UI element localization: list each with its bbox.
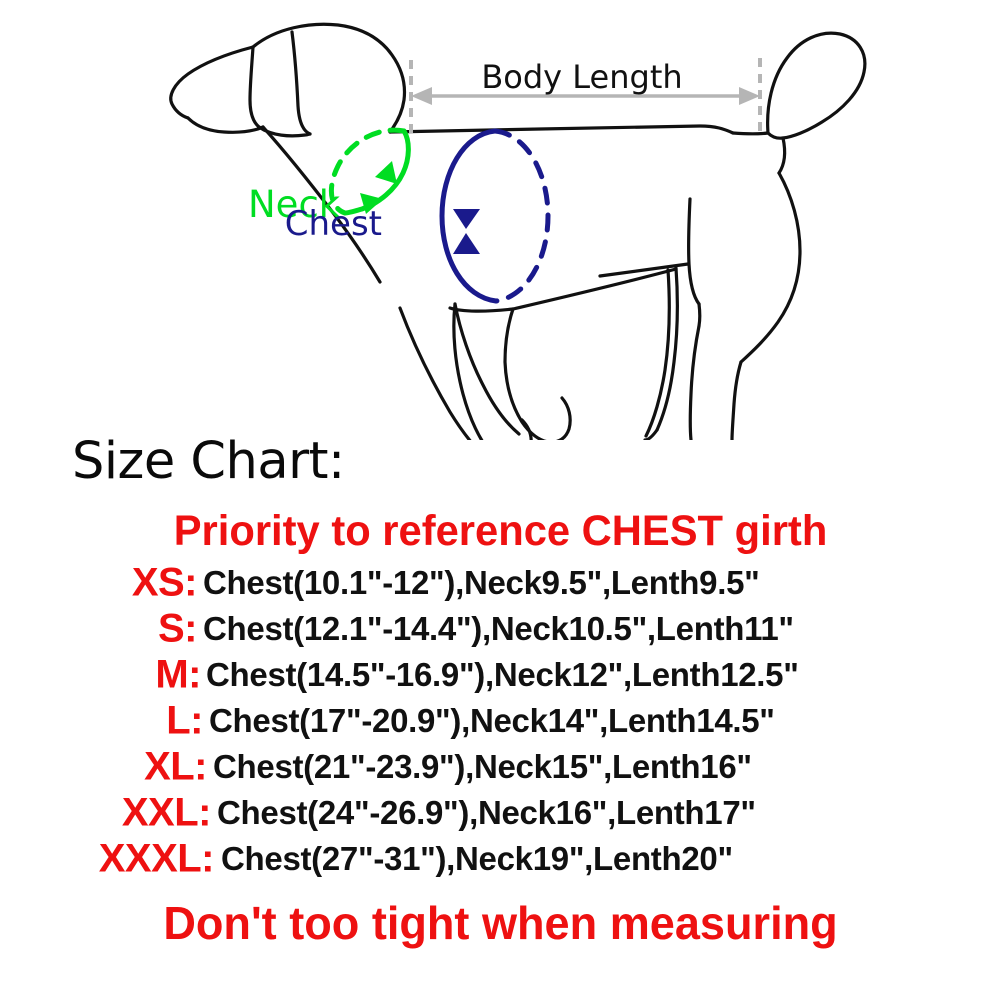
footer-note: Don't too tight when measuring xyxy=(163,897,838,949)
size-details: Chest(12.1"-14.4"),Neck10.5",Lenth11" xyxy=(203,610,794,647)
size-chart-title: Size Chart: xyxy=(72,432,345,491)
neck-label: Neck xyxy=(248,183,341,226)
size-label: L: xyxy=(166,698,203,743)
body-length-arrowhead-right xyxy=(739,87,760,105)
size-details: Chest(24"-26.9"),Neck16",Lenth17" xyxy=(217,794,756,831)
size-label: S: xyxy=(158,606,198,651)
size-row: XXXL: Chest(27"-31"),Neck19",Lenth20" xyxy=(0,836,1001,882)
priority-note: Priority to reference CHEST girth xyxy=(173,507,828,555)
size-rows-list: XS: Chest(10.1"-12"),Neck9.5",Lenth9.5" … xyxy=(0,560,1001,882)
size-row: S: Chest(12.1"-14.4"),Neck10.5",Lenth11" xyxy=(0,606,1001,652)
size-details: Chest(14.5"-16.9"),Neck12",Lenth12.5" xyxy=(206,656,799,693)
neck-arrowhead-up xyxy=(360,193,383,214)
size-label: XS: xyxy=(131,560,198,605)
body-length-arrowhead-left xyxy=(411,87,432,105)
size-details: Chest(21"-23.9"),Neck15",Lenth16" xyxy=(213,748,752,785)
size-row: XS: Chest(10.1"-12"),Neck9.5",Lenth9.5" xyxy=(0,560,1001,606)
size-details: Chest(27"-31"),Neck19",Lenth20" xyxy=(221,840,733,877)
size-row: XL: Chest(21"-23.9"),Neck15",Lenth16" xyxy=(0,744,1001,790)
neck-arrowhead-down xyxy=(375,161,397,184)
neck-measure-ellipse xyxy=(328,127,411,216)
chest-measure-ellipse xyxy=(439,128,551,304)
chest-label: Chest xyxy=(285,204,382,244)
body-length-measure xyxy=(409,58,762,140)
size-label: M: xyxy=(155,652,201,697)
size-chart-block: Size Chart: Priority to reference CHEST … xyxy=(0,432,1001,1001)
size-row: L: Chest(17"-20.9"),Neck14",Lenth14.5" xyxy=(0,698,1001,744)
dog-outline-icon xyxy=(169,22,867,440)
chest-arrowhead-down xyxy=(453,209,480,229)
dog-measurement-diagram: Body Length Neck Chest xyxy=(0,0,1001,440)
size-row: XXL: Chest(24"-26.9"),Neck16",Lenth17" xyxy=(0,790,1001,836)
size-label: XXL: xyxy=(121,790,212,835)
size-details: Chest(17"-20.9"),Neck14",Lenth14.5" xyxy=(209,702,775,739)
size-label: XL: xyxy=(144,744,207,789)
body-length-label: Body Length xyxy=(481,58,682,96)
size-details: Chest(10.1"-12"),Neck9.5",Lenth9.5" xyxy=(203,564,760,601)
size-row: M: Chest(14.5"-16.9"),Neck12",Lenth12.5" xyxy=(0,652,1001,698)
size-label: XXXL: xyxy=(98,836,215,881)
chest-arrowhead-up xyxy=(453,233,480,254)
